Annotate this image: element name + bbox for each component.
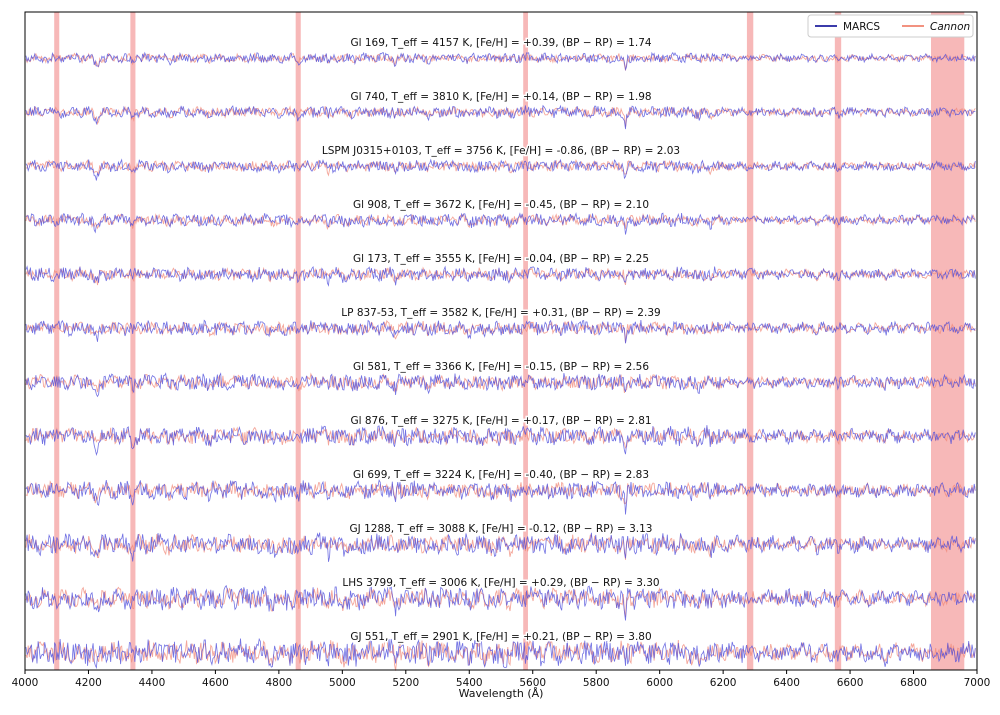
x-tick-label: 4200 [75,677,102,689]
spectrum-label: Gl 740, T_eff = 3810 K, [Fe/H] = +0.14, … [350,91,651,103]
masked-region-1 [130,12,136,670]
spectrum-line-marcs [25,479,976,515]
spectrum-label: LHS 3799, T_eff = 3006 K, [Fe/H] = +0.29… [342,577,659,589]
masked-region-4 [746,12,754,670]
x-tick-label: 6400 [773,677,800,689]
spectrum-line-marcs [25,212,976,235]
x-tick-label: 6800 [900,677,927,689]
x-tick-label: 4400 [139,677,166,689]
spectrum-line-cannon [25,105,976,128]
x-tick-label: 5600 [519,677,546,689]
spectrum-line-marcs [25,425,976,457]
spectrum-line-cannon [25,533,976,560]
legend-label-cannon: Cannon [930,21,970,33]
spectrum-label: GJ 551, T_eff = 2901 K, [Fe/H] = +0.21, … [350,631,651,643]
x-tick-label: 4000 [12,677,39,689]
spectrum-line-marcs [25,319,976,344]
spectrum-label: Gl 699, T_eff = 3224 K, [Fe/H] = -0.40, … [353,469,649,481]
spectrum-line-marcs [25,265,976,287]
spectrum-label: LSPM J0315+0103, T_eff = 3756 K, [Fe/H] … [322,145,680,157]
spectra-lines [25,51,976,671]
spectrum-line-marcs [25,637,976,670]
spectrum-line-marcs [25,158,976,181]
spectrum-label: Gl 169, T_eff = 4157 K, [Fe/H] = +0.39, … [350,37,651,49]
masked-region-0 [54,12,60,670]
masked-region-6 [930,12,965,670]
spectrum-label: LP 837-53, T_eff = 3582 K, [Fe/H] = +0.3… [341,307,660,319]
legend-label-marcs: MARCS [843,21,880,33]
plot-frame [24,11,978,671]
x-tick-label: 5200 [392,677,419,689]
x-tick-label: 5400 [456,677,483,689]
spectrum-labels: Gl 169, T_eff = 4157 K, [Fe/H] = +0.39, … [320,36,681,645]
x-tick-label: 4800 [265,677,292,689]
masked-region-5 [834,12,842,670]
spectrum-line-cannon [25,158,976,177]
x-axis-label: Wavelength (Å) [459,687,544,700]
spectrum-line-marcs [25,372,976,398]
legend-box [807,14,974,38]
masked-regions [54,12,965,670]
masked-region-3 [523,12,528,670]
spectrum-line-marcs [25,51,976,72]
spectrum-label: Gl 173, T_eff = 3555 K, [Fe/H] = -0.04, … [353,253,649,265]
x-tick-label: 4600 [202,677,229,689]
masked-region-2 [295,12,301,670]
x-tick-label: 6600 [837,677,864,689]
x-axis-ticks: 4000 4200 4400 4600 4800 5000 5200 5400 5600 5800… [12,670,991,689]
spectrum-label: Gl 581, T_eff = 3366 K, [Fe/H] = -0.15, … [353,361,649,373]
x-tick-label: 5000 [329,677,356,689]
spectrum-label: Gl 908, T_eff = 3672 K, [Fe/H] = -0.45, … [353,199,649,211]
x-tick-label: 6000 [646,677,673,689]
x-tick-label: 5800 [583,677,610,689]
spectrum-line-marcs [25,584,976,621]
spectrum-line-marcs [25,104,976,130]
x-tick-label: 7000 [964,677,991,689]
x-tick-label: 6200 [710,677,737,689]
spectrum-line-marcs [25,531,976,562]
spectrum-label: Gl 876, T_eff = 3275 K, [Fe/H] = +0.17, … [350,415,651,427]
legend: MARCS Cannon [807,14,974,38]
spectrum-label: GJ 1288, T_eff = 3088 K, [Fe/H] = -0.12,… [350,523,653,535]
